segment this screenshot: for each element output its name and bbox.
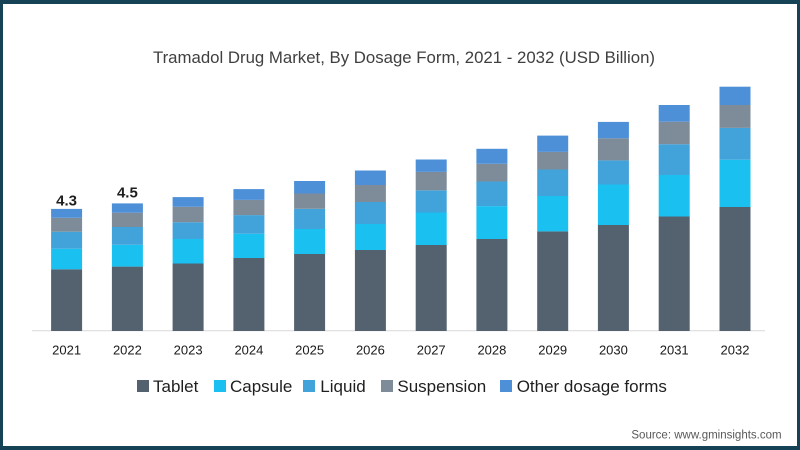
svg-text:2022: 2022 [113, 343, 142, 358]
svg-text:2032: 2032 [721, 343, 750, 358]
svg-text:Tramadol Drug Market, By Dosag: Tramadol Drug Market, By Dosage Form, 20… [153, 48, 655, 67]
svg-text:4.3: 4.3 [56, 193, 77, 210]
svg-text:2027: 2027 [417, 343, 446, 358]
svg-text:Other dosage forms: Other dosage forms [517, 377, 667, 396]
svg-text:2023: 2023 [174, 343, 203, 358]
svg-text:2026: 2026 [356, 343, 385, 358]
svg-text:Source: www.gminsights.com: Source: www.gminsights.com [631, 430, 781, 442]
svg-text:Tablet: Tablet [153, 377, 199, 396]
svg-text:2024: 2024 [234, 343, 263, 358]
svg-text:4.5: 4.5 [117, 185, 138, 202]
svg-text:2025: 2025 [295, 343, 324, 358]
svg-text:Liquid: Liquid [320, 377, 365, 396]
svg-text:Suspension: Suspension [397, 377, 486, 396]
svg-text:2030: 2030 [599, 343, 628, 358]
svg-text:2029: 2029 [538, 343, 567, 358]
svg-text:Capsule: Capsule [230, 377, 292, 396]
svg-text:2028: 2028 [477, 343, 506, 358]
svg-text:2031: 2031 [660, 343, 689, 358]
svg-text:2021: 2021 [52, 343, 81, 358]
